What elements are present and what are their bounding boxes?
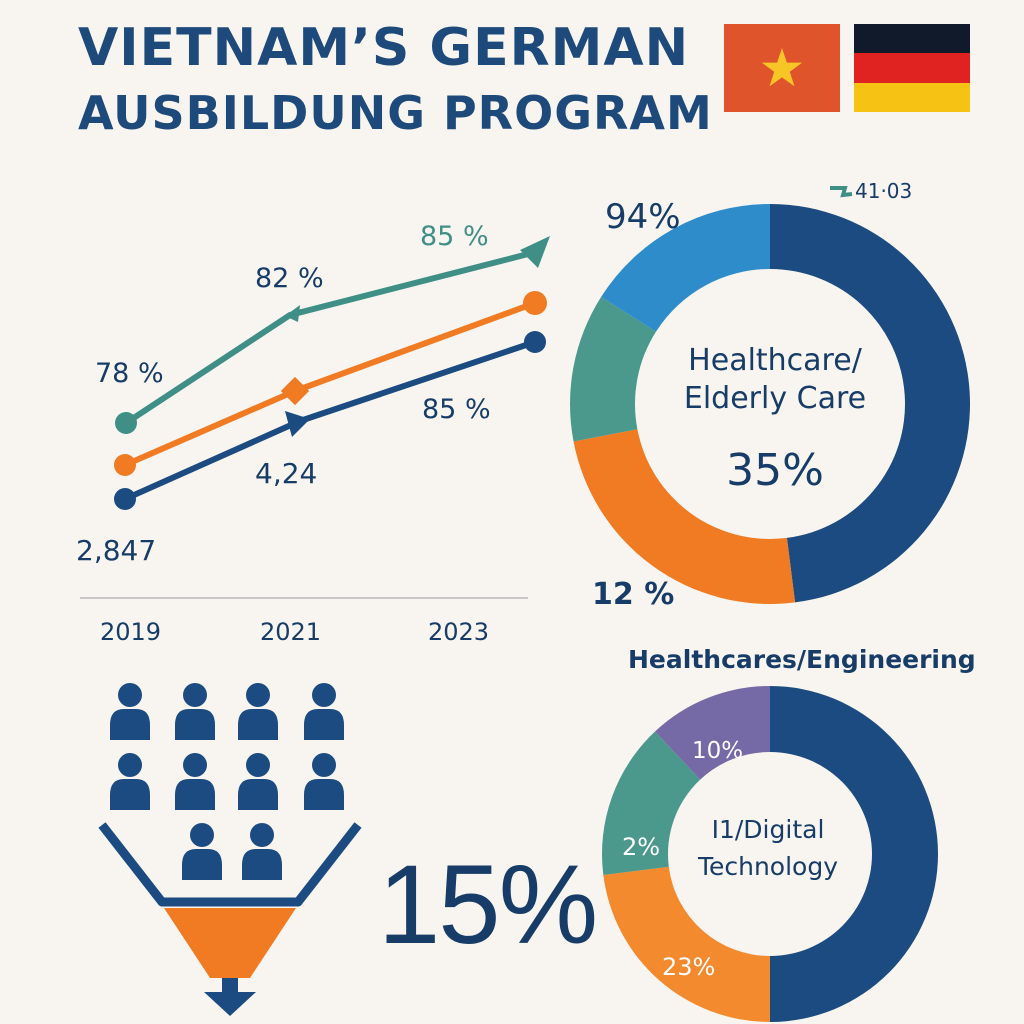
person-icon: [175, 753, 215, 810]
donut2-title: Healthcares/Engineering: [628, 645, 976, 674]
funnel-graphic: [98, 683, 362, 1016]
person-icon: [175, 683, 215, 740]
donut2-slice-2: [602, 731, 701, 876]
funnel-percentage: 15%: [378, 842, 598, 967]
funnel-rim: [98, 822, 362, 907]
donut2-slice-1: [603, 866, 770, 1022]
series-point-teal-2023: [520, 236, 550, 268]
data-label-85-bottom: 85 %: [422, 394, 491, 425]
donut1-label-4103: 41·03: [855, 179, 912, 203]
person-icon: [110, 683, 150, 740]
donut1-center-value: 35%: [726, 445, 824, 496]
series-point-orange-2019: [114, 454, 136, 476]
series-point-navy-2019: [114, 488, 136, 510]
data-label-78: 78 %: [95, 358, 164, 389]
x-tick-2019: 2019: [100, 618, 161, 646]
donut-chart-sectors: 94% 12 % 41·03 Healthcare/ Elderly Care …: [570, 179, 971, 612]
vietnam-flag-star: [761, 48, 803, 87]
data-label-424: 4,24: [255, 457, 317, 490]
donut2-center-line2: Technology: [697, 852, 838, 881]
germany-flag-black: [854, 24, 970, 54]
donut2-label-10: 10%: [692, 738, 743, 764]
page-title-line2: AUSBILDUNG PROGRAM: [78, 86, 713, 140]
series-point-teal-2021: [285, 305, 300, 322]
person-icon: [242, 823, 282, 880]
person-icon: [238, 753, 278, 810]
series-point-orange-2023: [523, 291, 547, 315]
series-point-orange-2021: [280, 376, 310, 406]
donut1-center-line1: Healthcare/: [688, 343, 863, 378]
data-label-85-top: 85 %: [420, 221, 489, 252]
funnel-body: [164, 908, 296, 978]
donut-chart-fields: Healthcares/Engineering I1/Digital Techn…: [602, 645, 976, 1022]
page-title-line1: VIETNAM’S GERMAN: [78, 18, 690, 78]
person-icon: [110, 753, 150, 810]
donut2-slice-3: [654, 686, 770, 780]
funnel-spout: [222, 978, 238, 996]
germany-flag: [854, 24, 970, 112]
donut2-slice-0: [770, 686, 938, 1022]
donut2-label-2: 2%: [622, 833, 660, 861]
donut2-label-23: 23%: [662, 953, 715, 981]
x-tick-2021: 2021: [260, 618, 321, 646]
germany-flag-red: [854, 53, 970, 83]
person-icon: [304, 753, 344, 810]
person-icon: [182, 823, 222, 880]
line-chart: 78 % 82 % 85 % 2,847 4,24 85 % 2019 2021…: [76, 221, 550, 646]
person-icon: [238, 683, 278, 740]
donut1-slice-0: [770, 204, 971, 603]
germany-flag-gold: [854, 82, 970, 112]
data-label-82: 82 %: [255, 263, 324, 294]
donut1-label-12: 12 %: [592, 577, 674, 612]
series-point-teal-2019: [115, 412, 137, 434]
funnel-arrow-icon: [204, 992, 256, 1016]
series-point-navy-2023: [524, 331, 546, 353]
donut2-center-line1: I1/Digital: [712, 815, 825, 844]
donut1-slice-1: [573, 429, 796, 604]
donut1-center-line2: Elderly Care: [684, 381, 866, 416]
donut1-slice-3: [601, 204, 770, 332]
series-point-navy-2021: [285, 411, 310, 437]
donut1-slice-2: [570, 296, 657, 442]
vietnam-flag: [724, 24, 840, 112]
person-icon: [304, 683, 344, 740]
legend-mini-marker: [830, 186, 853, 198]
donut1-label-94: 94%: [605, 197, 681, 237]
x-tick-2023: 2023: [428, 618, 489, 646]
data-label-2847: 2,847: [76, 534, 156, 567]
